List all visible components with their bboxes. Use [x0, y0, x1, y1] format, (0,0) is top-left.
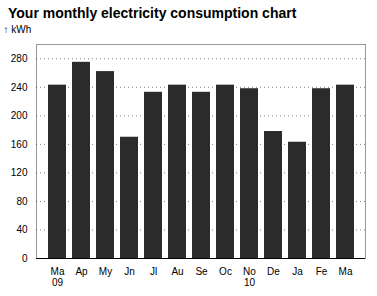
svg-text:Au: Au: [171, 266, 183, 277]
svg-text:280: 280: [11, 53, 28, 64]
svg-text:De: De: [267, 266, 280, 277]
svg-text:120: 120: [11, 167, 28, 178]
svg-text:Ma: Ma: [339, 266, 353, 277]
svg-text:No: No: [243, 266, 256, 277]
svg-text:200: 200: [11, 110, 28, 121]
svg-text:40: 40: [16, 224, 28, 235]
svg-text:My: My: [99, 266, 112, 277]
html-text:Your monthly electricity consu: Your monthly electricity consumption cha…: [8, 5, 297, 21]
svg-text:Se: Se: [195, 266, 208, 277]
svg-text:Ma: Ma: [51, 266, 65, 277]
svg-text:Fe: Fe: [316, 266, 328, 277]
svg-text:10: 10: [244, 277, 256, 288]
svg-text:↑ kWh: ↑ kWh: [4, 24, 32, 35]
svg-text:Ja: Ja: [292, 266, 303, 277]
svg-text:80: 80: [16, 196, 28, 207]
svg-text:Jn: Jn: [124, 266, 135, 277]
svg-text:Oc: Oc: [219, 266, 232, 277]
svg-text:240: 240: [11, 82, 28, 93]
svg-text:Ap: Ap: [75, 266, 88, 277]
svg-text:160: 160: [11, 139, 28, 150]
svg-text:Jl: Jl: [150, 266, 157, 277]
svg-text:0: 0: [22, 253, 28, 264]
svg-text:09: 09: [52, 277, 64, 288]
